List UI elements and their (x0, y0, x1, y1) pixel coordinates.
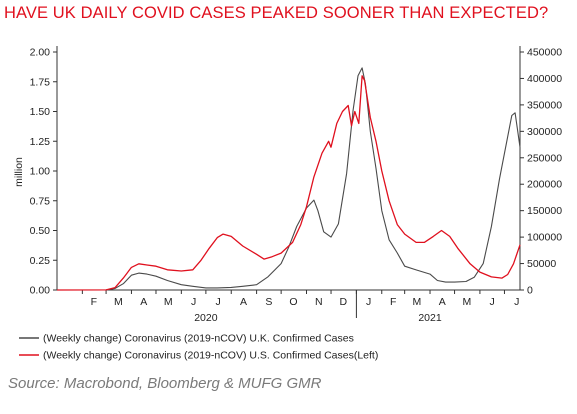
right-tick-label: 100000 (527, 232, 562, 244)
x-tick-label: O (289, 296, 297, 308)
left-tick-label: 0.50 (30, 225, 51, 237)
right-tick-label: 300000 (527, 126, 562, 138)
left-tick-label: 1.75 (30, 76, 51, 88)
us-cases-line (56, 75, 521, 291)
x-tick-label: A (439, 296, 446, 308)
x-tick-label: J (514, 296, 519, 308)
legend: (Weekly change) Coronavirus (2019-nCOV) … (19, 333, 378, 362)
left-axis: 0.00 0.25 0.50 0.75 1.00 1.25 1.50 1.75 2.00 (30, 47, 57, 297)
x-tick-label: J (216, 296, 221, 308)
left-tick-label: 0.75 (30, 195, 51, 207)
x-tick-label: M (164, 296, 173, 308)
left-tick-label: 0.00 (30, 285, 51, 297)
x-tick-label: A (240, 296, 247, 308)
year-label: 2021 (418, 312, 442, 324)
left-tick-label: 1.50 (30, 106, 51, 118)
x-tick-label: S (265, 296, 272, 308)
right-tick-label: 250000 (527, 152, 562, 164)
chart-title: HAVE UK DAILY COVID CASES PEAKED SOONER … (4, 4, 549, 22)
legend-label: (Weekly change) Coronavirus (2019-nCOV) … (43, 350, 378, 362)
legend-label: (Weekly change) Coronavirus (2019-nCOV) … (43, 333, 354, 345)
x-axis: F M A M J J A S O N D J F M A M J J 2020 2021 (81, 290, 519, 324)
x-tick-label: J (490, 296, 495, 308)
left-tick-label: 1.25 (30, 136, 51, 148)
x-tick-label: M (114, 296, 123, 308)
y-axis-left-label: million (13, 157, 25, 187)
uk-cases-line (56, 67, 521, 291)
right-tick-label: 0 (527, 285, 533, 297)
year-label: 2020 (194, 312, 218, 324)
right-tick-label: 400000 (527, 73, 562, 85)
series-lines (56, 67, 521, 291)
x-tick-label: F (390, 296, 396, 308)
x-tick-label: D (340, 296, 348, 308)
right-axis: 0 50000 100000 150000 200000 250000 300000 3500… (520, 47, 562, 297)
x-tick-label: M (413, 296, 422, 308)
left-tick-label: 0.25 (30, 255, 51, 267)
source-note: Source: Macrobond, Bloomberg & MUFG GMR (8, 375, 322, 392)
chart-frame (56, 46, 521, 291)
x-tick-label: J (191, 296, 196, 308)
right-tick-label: 350000 (527, 99, 562, 111)
right-tick-label: 150000 (527, 205, 562, 217)
x-tick-label: M (462, 296, 471, 308)
right-tick-label: 200000 (527, 179, 562, 191)
left-tick-label: 1.00 (30, 166, 51, 178)
x-tick-label: F (91, 296, 97, 308)
left-tick-label: 2.00 (30, 47, 51, 59)
x-tick-label: A (140, 296, 147, 308)
right-tick-label: 450000 (527, 47, 562, 59)
x-tick-label: N (315, 296, 323, 308)
x-tick-label: J (366, 296, 371, 308)
right-tick-label: 50000 (527, 258, 556, 270)
